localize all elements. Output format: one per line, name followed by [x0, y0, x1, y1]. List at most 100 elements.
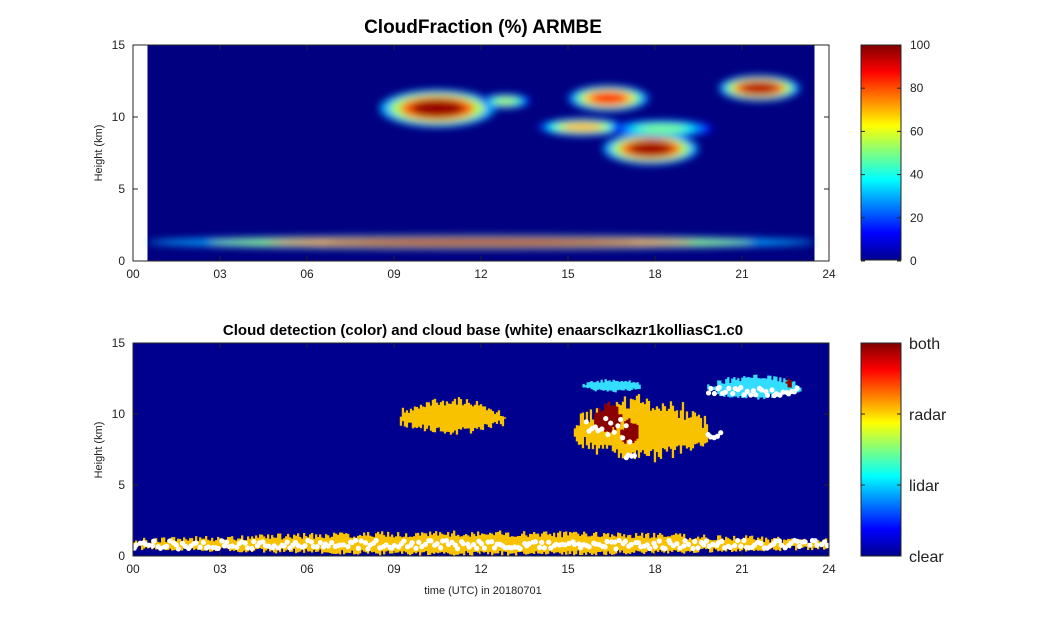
detection-column — [505, 532, 508, 552]
detection-column — [545, 531, 548, 555]
detection-column — [793, 541, 796, 546]
cloud-base-point — [541, 545, 547, 551]
cloud-base-point — [362, 540, 368, 546]
detection-column — [587, 422, 591, 449]
detection-column — [636, 382, 639, 390]
detection-column — [379, 534, 382, 556]
detection-column — [775, 376, 778, 398]
detection-column — [628, 380, 631, 392]
cloud-fraction-blob — [494, 97, 517, 105]
detection-column — [591, 535, 594, 555]
cloud-base-point — [628, 541, 634, 548]
detection-column — [331, 536, 334, 554]
cloud-base-point — [438, 545, 444, 551]
cloud-base-point — [613, 546, 619, 552]
detection-column — [721, 383, 724, 395]
detection-column — [617, 404, 621, 458]
detection-column — [669, 401, 673, 449]
cloud-base-point — [647, 545, 653, 552]
x-tick-label: 12 — [474, 562, 488, 576]
cloud-fraction-blob — [562, 123, 603, 132]
cloud-base-point — [355, 545, 361, 551]
detection-column — [618, 382, 621, 390]
detection-column — [777, 381, 780, 397]
cloud-fraction-colorbar-ticks: 0 20 40 60 80 100 — [861, 38, 930, 268]
detection-column — [459, 536, 462, 554]
detection-column — [355, 537, 358, 554]
colorbar-category-label: both — [909, 336, 940, 353]
cloud-detection-ylabel: Height (km) — [93, 422, 105, 479]
cloud-base-point — [434, 541, 440, 547]
cloud-base-point — [682, 538, 688, 544]
detection-column — [163, 537, 166, 548]
detection-column — [767, 375, 770, 398]
detection-column — [636, 424, 639, 439]
detection-column — [707, 384, 710, 390]
cloud-detection-colorbar-bar — [860, 342, 902, 557]
cloud-base-point — [460, 541, 466, 547]
detection-column — [205, 535, 208, 548]
detection-column — [585, 411, 589, 446]
cloud-base-point — [537, 544, 543, 551]
detection-column — [703, 415, 707, 444]
cloud-base-point — [150, 543, 156, 549]
detection-column — [495, 412, 499, 424]
detection-column — [586, 382, 589, 389]
colorbar-tick-label: 80 — [910, 81, 924, 95]
detection-column — [489, 409, 493, 428]
cloud-base-point — [802, 539, 808, 545]
x-tick-label: 06 — [300, 267, 314, 281]
detection-column — [377, 531, 380, 554]
cloud-base-point — [219, 538, 225, 544]
detection-column — [199, 537, 202, 548]
cloud-base-point — [681, 543, 687, 549]
detection-column — [691, 411, 695, 449]
detection-column — [405, 533, 408, 553]
detection-column — [649, 538, 652, 550]
cloud-base-point — [571, 541, 578, 548]
x-tick-label: 09 — [387, 267, 401, 281]
cloud-base-point — [716, 384, 722, 391]
detection-column — [689, 417, 693, 451]
cloud-base-point — [502, 545, 508, 551]
detection-column — [249, 538, 252, 548]
detection-column — [616, 406, 619, 427]
detection-column — [267, 534, 270, 549]
x-tick-label: 09 — [387, 562, 401, 576]
cloud-base-point — [164, 543, 170, 549]
cloud-base-point — [251, 538, 257, 545]
cloud-base-point — [562, 542, 568, 548]
cloud-base-point — [714, 433, 721, 439]
detection-column — [626, 381, 629, 391]
cloud-base-point — [284, 539, 290, 545]
colorbar-category-label: lidar — [909, 478, 940, 495]
y-tick-label: 15 — [112, 336, 126, 350]
y-tick-label: 0 — [118, 254, 125, 268]
cloud-base-point — [491, 545, 498, 551]
cloud-base-point — [146, 542, 152, 548]
detection-column — [359, 535, 362, 554]
detection-column — [785, 540, 788, 548]
cloud-base-point — [674, 541, 680, 547]
detection-column — [197, 540, 200, 551]
cloud-base-point — [603, 415, 609, 422]
cloud-base-point — [824, 542, 829, 549]
detection-column — [675, 410, 679, 447]
cloud-base-point — [618, 416, 624, 423]
cloud-base-point — [604, 538, 610, 545]
detection-column — [787, 538, 790, 547]
cloud-base-point — [489, 539, 495, 545]
detection-column — [491, 411, 495, 424]
detection-column — [634, 382, 637, 390]
x-tick-label: 12 — [474, 267, 488, 281]
detection-column — [620, 429, 623, 435]
detection-column — [681, 402, 685, 446]
detection-column — [745, 535, 748, 552]
detection-column — [491, 533, 494, 556]
detection-column — [439, 402, 443, 432]
detection-column — [493, 535, 496, 554]
detection-column — [277, 533, 280, 550]
cloud-base-point — [796, 543, 802, 550]
detection-column — [615, 536, 618, 554]
detection-column — [673, 411, 677, 450]
